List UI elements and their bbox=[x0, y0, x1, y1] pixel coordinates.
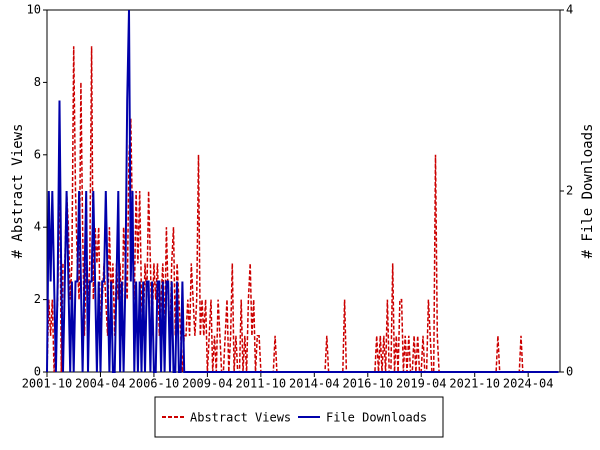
y-tick-label: 8 bbox=[34, 75, 41, 89]
y-axis-label: # Abstract Views bbox=[10, 124, 26, 259]
y-tick-label: 6 bbox=[34, 147, 41, 161]
y2-tick-label: 2 bbox=[566, 184, 573, 198]
x-tick-label: 2011-10 bbox=[236, 377, 287, 391]
y-tick-label: 2 bbox=[34, 292, 41, 306]
legend-label: File Downloads bbox=[326, 411, 427, 425]
y-tick-label: 4 bbox=[34, 220, 41, 234]
x-tick-label: 2024-04 bbox=[503, 377, 554, 391]
x-tick-label: 2014-04 bbox=[289, 377, 340, 391]
x-tick-label: 2006-10 bbox=[129, 377, 180, 391]
x-tick-label: 2009-04 bbox=[182, 377, 233, 391]
y-tick-label: 10 bbox=[27, 3, 41, 17]
x-tick-label: 2001-10 bbox=[22, 377, 73, 391]
x-tick-label: 2004-04 bbox=[75, 377, 126, 391]
y-tick-label: 0 bbox=[34, 365, 41, 379]
y2-axis-label: # File Downloads bbox=[580, 124, 596, 259]
y2-tick-label: 0 bbox=[566, 365, 573, 379]
x-tick-label: 2019-04 bbox=[396, 377, 447, 391]
legend-label: Abstract Views bbox=[190, 411, 291, 425]
y2-tick-label: 4 bbox=[566, 3, 573, 17]
series-line bbox=[46, 9, 559, 373]
x-tick-label: 2016-10 bbox=[342, 377, 393, 391]
x-tick-label: 2021-10 bbox=[449, 377, 500, 391]
